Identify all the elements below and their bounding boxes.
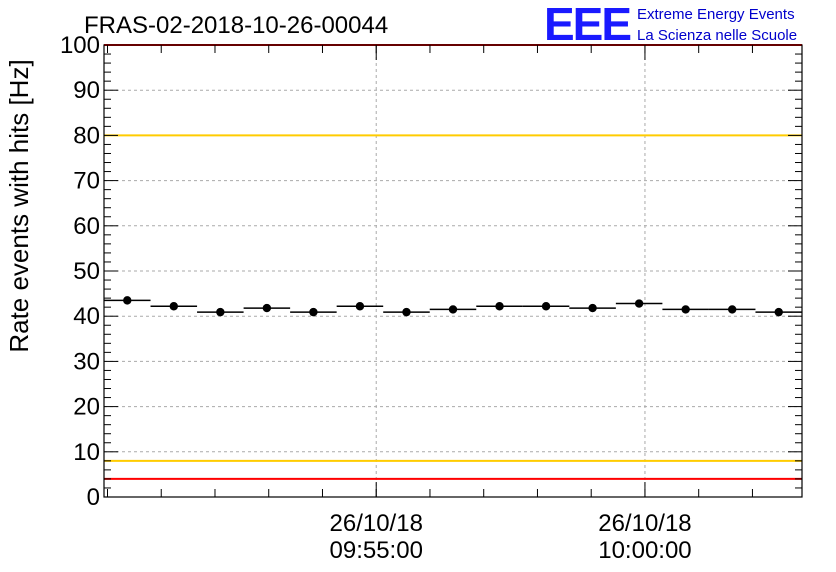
- x-tick-time-label: 09:55:00: [330, 537, 423, 564]
- grid: [104, 45, 802, 497]
- x-tick-time-label: 10:00:00: [598, 537, 691, 564]
- data-point: [634, 299, 644, 308]
- logo-mark: EEE: [544, 0, 630, 50]
- y-tick-label: 30: [73, 348, 100, 375]
- data-point: [262, 303, 272, 313]
- data-point: [169, 302, 178, 311]
- y-tick-label: 0: [87, 484, 100, 511]
- y-tick-label: 10: [73, 439, 100, 466]
- data-point: [123, 296, 132, 305]
- data-points: [104, 296, 802, 317]
- y-tick-label: 40: [73, 303, 100, 330]
- data-point: [541, 302, 551, 311]
- data-point: [309, 307, 318, 317]
- data-point: [774, 307, 783, 317]
- x-axis-ticks: 26/10/1809:55:0026/10/1810:00:0026/10/18…: [106, 45, 753, 564]
- data-point: [402, 307, 411, 317]
- y-tick-label: 50: [73, 258, 100, 285]
- y-tick-label: 60: [73, 213, 100, 240]
- y-tick-label: 80: [73, 122, 100, 149]
- data-point: [681, 305, 690, 314]
- eee-logo: EEE Extreme Energy Events La Scienza nel…: [544, 0, 797, 50]
- reference-lines: [104, 44, 802, 480]
- data-point: [728, 305, 737, 314]
- y-axis-title: Rate events with hits [Hz]: [4, 59, 34, 352]
- chart-title: FRAS-02-2018-10-26-00044: [84, 12, 388, 39]
- y-tick-label: 20: [73, 394, 100, 421]
- data-point: [495, 302, 504, 311]
- y-tick-label: 100: [60, 32, 100, 59]
- data-point: [355, 302, 365, 311]
- data-point: [216, 307, 225, 317]
- x-tick-date-label: 26/10/18: [598, 510, 691, 537]
- x-tick-date-label: 26/10/18: [330, 510, 423, 537]
- data-point: [448, 305, 458, 314]
- logo-line1: Extreme Energy Events: [637, 6, 795, 23]
- y-axis-ticks: 0 10 20 30 40 50 60 70 80 90 100: [60, 32, 802, 511]
- data-point: [588, 303, 597, 313]
- y-tick-label: 70: [73, 168, 100, 195]
- logo-line2: La Scienza nelle Scuole: [637, 27, 797, 44]
- y-tick-label: 90: [73, 77, 100, 104]
